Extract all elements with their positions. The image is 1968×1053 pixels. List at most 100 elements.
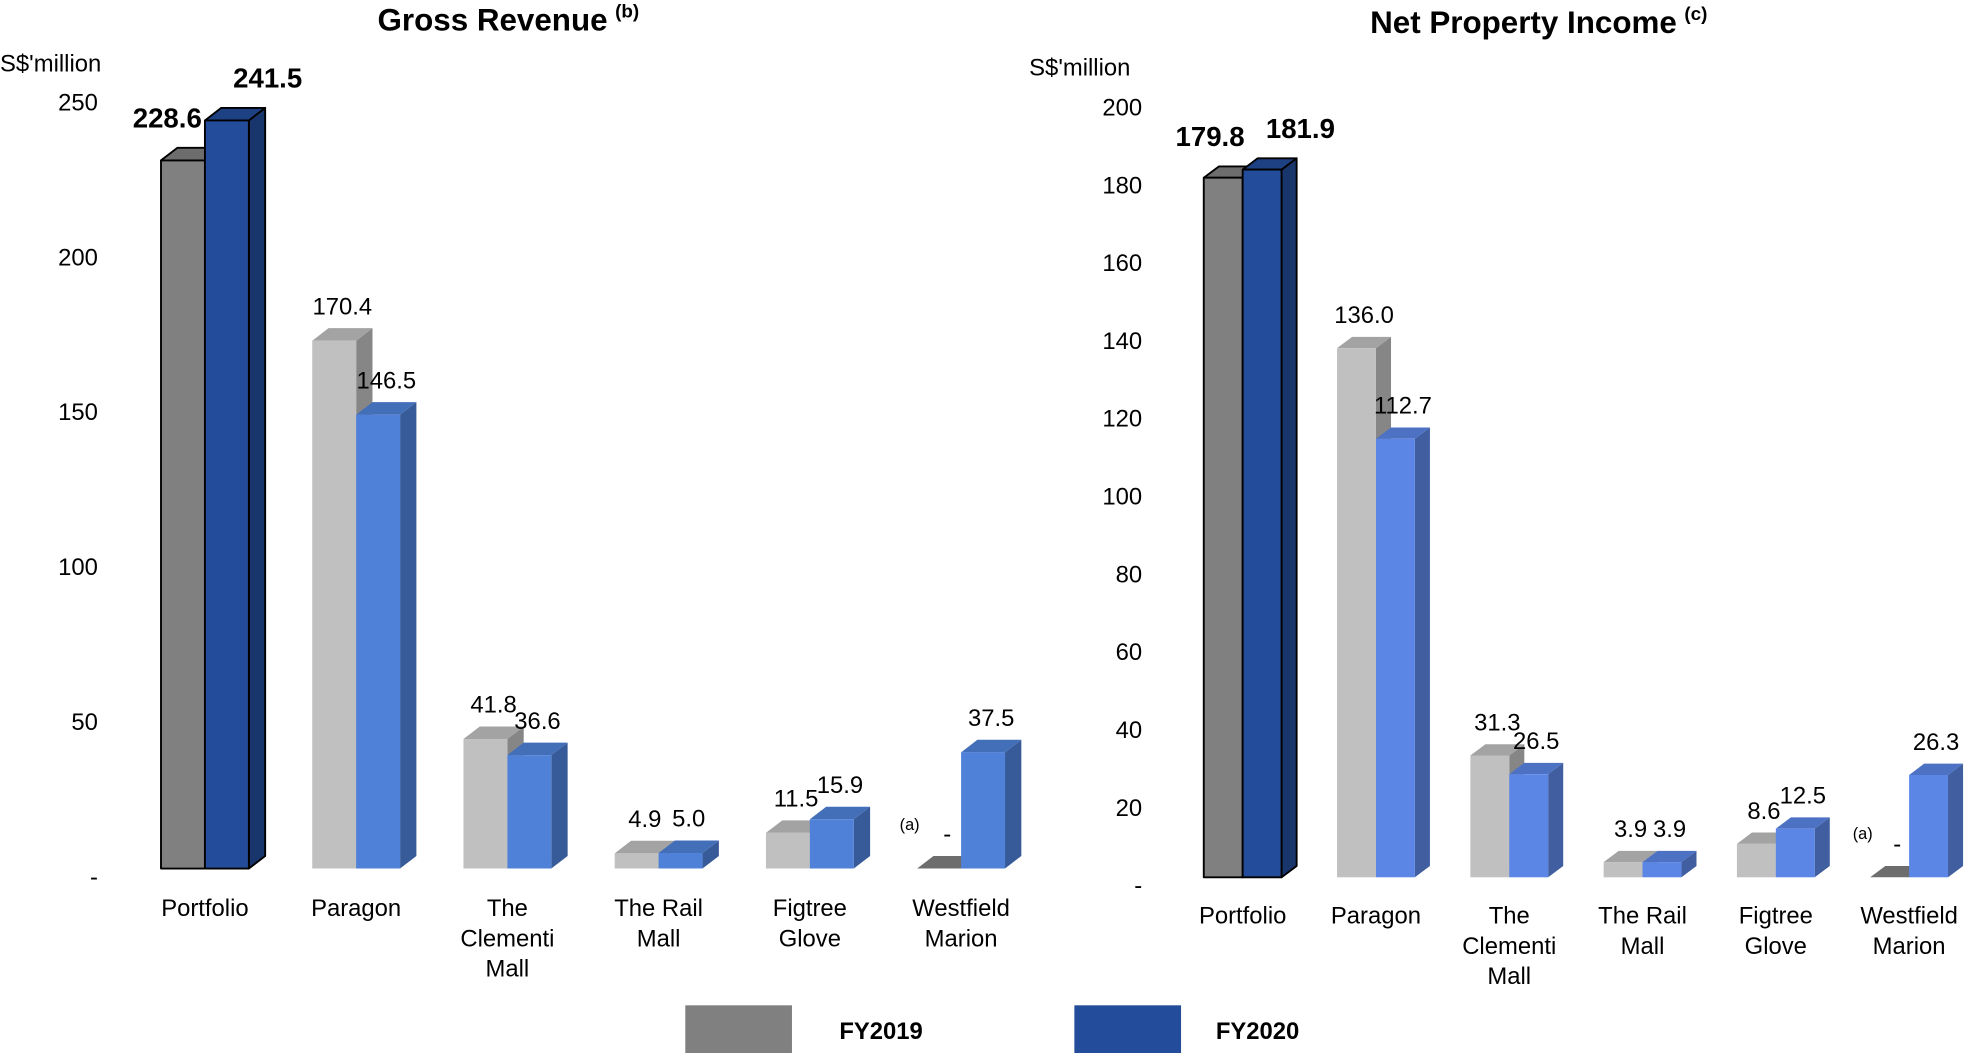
data-label: 5.0	[672, 806, 705, 833]
bar-side	[853, 806, 871, 869]
bar-top	[1775, 817, 1830, 829]
data-label: 31.3	[1474, 709, 1520, 736]
y-axis-label: S$'million	[0, 51, 101, 78]
y-tick-label: 250	[58, 89, 98, 116]
bar-group	[809, 806, 871, 869]
bar	[765, 832, 810, 869]
x-tick-label: Glove	[1745, 933, 1807, 960]
bar-group	[1909, 763, 1964, 878]
legend-swatch	[685, 1005, 792, 1053]
annotation: (a)	[1853, 825, 1873, 843]
bar-side	[247, 106, 267, 870]
x-tick-label: The Rail	[614, 895, 703, 922]
bar-top	[1509, 762, 1564, 775]
data-label: 36.6	[514, 708, 560, 735]
bar	[312, 340, 357, 869]
x-tick-label: Westfield	[1860, 903, 1958, 930]
legend-label: FY2020	[1216, 1018, 1299, 1045]
y-axis-label: S$'million	[1029, 54, 1130, 81]
x-tick-label: Westfield	[912, 895, 1010, 922]
bar	[463, 739, 508, 869]
x-tick-label: The	[487, 895, 528, 922]
bar	[658, 853, 703, 869]
bar-side	[1814, 817, 1830, 878]
bar-top	[614, 840, 675, 854]
data-label: 4.9	[628, 806, 661, 833]
bar-top	[356, 402, 417, 415]
bar	[1202, 176, 1244, 879]
y-tick-label: -	[1134, 873, 1142, 900]
x-tick-label: Clementi	[1462, 933, 1556, 960]
bar	[1470, 755, 1510, 878]
x-tick-label: Paragon	[1331, 903, 1421, 930]
bar	[1775, 828, 1815, 878]
bar-top	[1642, 850, 1697, 863]
data-label: 112.7	[1374, 393, 1432, 420]
title-note: (b)	[615, 1, 639, 22]
y-tick-label: 140	[1102, 328, 1142, 355]
bar	[1909, 774, 1949, 878]
data-label: 26.3	[1913, 729, 1959, 756]
data-label: -	[1893, 831, 1901, 858]
data-label: 26.5	[1513, 728, 1559, 755]
title-note: (c)	[1684, 3, 1707, 24]
y-tick-label: 80	[1116, 561, 1143, 588]
data-label: 3.9	[1614, 816, 1647, 843]
x-tick-label: Figtree	[773, 895, 847, 922]
data-label: 181.9	[1266, 113, 1335, 144]
bar-top	[463, 726, 524, 740]
bar	[1337, 348, 1376, 878]
bar-side	[1948, 763, 1964, 878]
bar-top	[809, 806, 871, 820]
y-tick-label: 40	[1116, 717, 1143, 744]
y-tick-label: 200	[58, 244, 98, 271]
bar-top	[1909, 763, 1964, 775]
bar-top	[1603, 850, 1658, 863]
bar-group	[507, 742, 568, 869]
bar	[1375, 438, 1415, 878]
data-label: 12.5	[1780, 783, 1826, 810]
bar	[1241, 168, 1283, 879]
data-label: 136.0	[1334, 302, 1394, 329]
bar-side	[1280, 157, 1298, 879]
bar-top	[507, 742, 568, 756]
x-tick-label: Marion	[925, 925, 998, 952]
legend-swatch	[1074, 1005, 1182, 1053]
y-tick-label: 20	[1116, 795, 1143, 822]
bar	[614, 853, 659, 869]
x-tick-label: Mall	[1487, 963, 1531, 990]
y-tick-label: 100	[58, 554, 98, 581]
x-tick-label: Glove	[779, 925, 841, 952]
x-tick-label: Portfolio	[1199, 903, 1286, 930]
bar-side	[702, 840, 719, 869]
bar-side	[1414, 427, 1430, 878]
bar	[160, 159, 206, 870]
data-label: 146.5	[356, 367, 416, 394]
x-tick-label: Portfolio	[161, 895, 248, 922]
x-tick-label: Clementi	[460, 925, 554, 952]
bar-group	[356, 402, 417, 869]
y-tick-label: 50	[71, 709, 98, 736]
bar-top	[1337, 336, 1392, 349]
data-label: 170.4	[313, 293, 373, 320]
y-tick-label: 150	[58, 399, 98, 426]
title-text: Net Property Income	[1370, 5, 1677, 40]
bar	[203, 119, 250, 870]
bar-group	[1241, 157, 1298, 879]
bar-side	[1681, 850, 1697, 878]
y-tick-label: 60	[1116, 639, 1143, 666]
data-label: 8.6	[1747, 798, 1780, 825]
data-label: 179.8	[1175, 121, 1244, 152]
bar-side	[400, 402, 417, 869]
title-text: Gross Revenue	[378, 3, 608, 38]
bar	[507, 755, 552, 869]
x-tick-label: Mall	[1621, 933, 1665, 960]
data-label: 11.5	[774, 786, 819, 813]
bar-top	[312, 328, 373, 341]
bar-top	[1375, 427, 1430, 439]
x-tick-label: Marion	[1873, 933, 1946, 960]
data-label: 241.5	[233, 63, 302, 94]
bar-group	[203, 106, 267, 870]
